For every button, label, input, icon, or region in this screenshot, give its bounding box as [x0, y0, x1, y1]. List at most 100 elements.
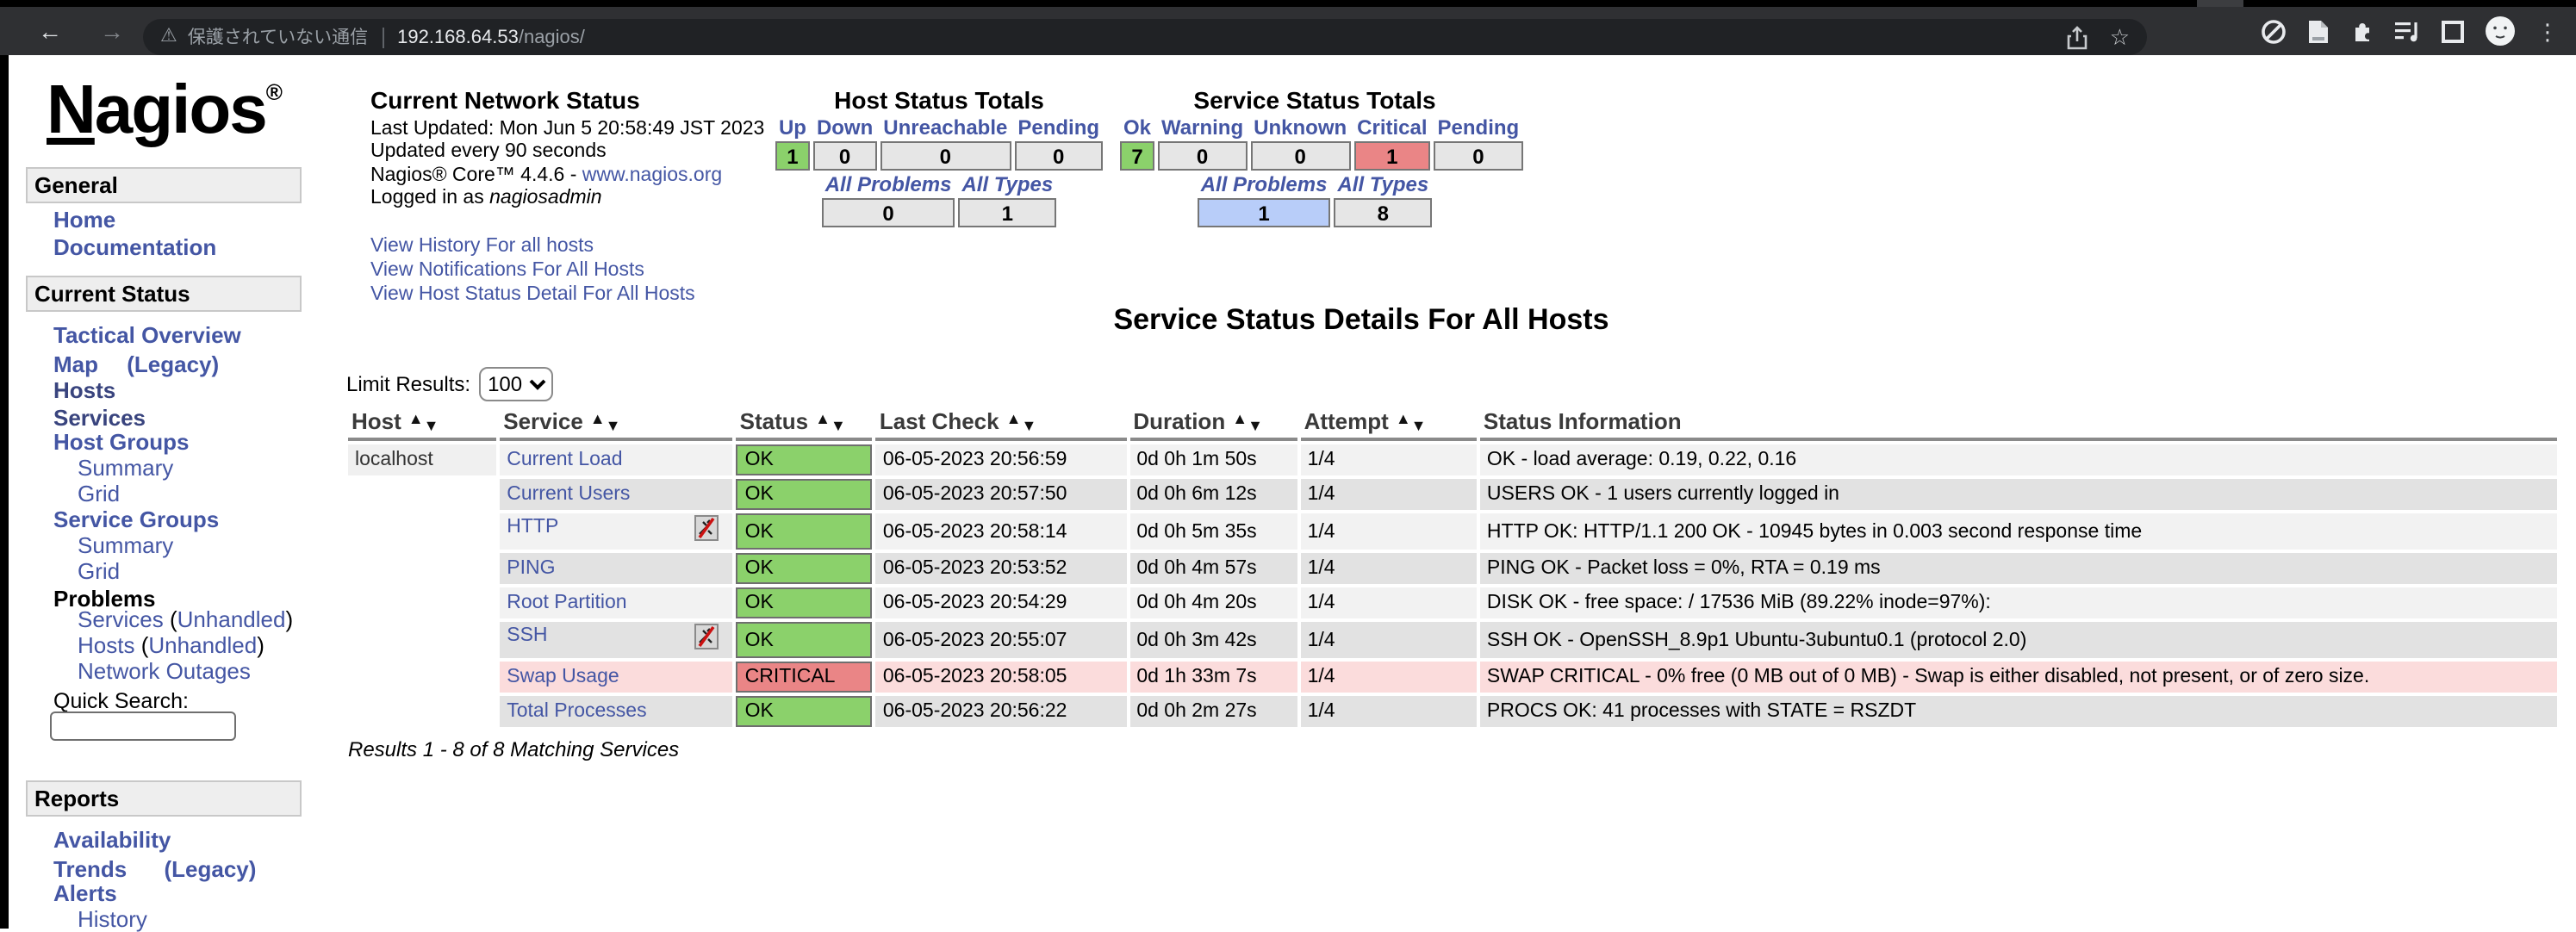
sort-asc-icon[interactable]: ▲	[589, 410, 606, 427]
notifications-disabled-icon[interactable]	[694, 515, 719, 546]
host-totals-header-all-problems[interactable]: All Problems	[824, 172, 952, 196]
service-totals-header-ok[interactable]: Ok	[1123, 115, 1152, 140]
sidebar-item-problems-services[interactable]: Services	[78, 606, 164, 632]
sidebar-item-servicegroup-summary[interactable]: Summary	[78, 532, 174, 558]
host-totals-header-pending[interactable]: Pending	[1017, 115, 1100, 140]
sidebar-item-home[interactable]: Home	[53, 207, 116, 233]
service-link[interactable]: SSH	[507, 625, 548, 646]
service-totals-header-all-types[interactable]: All Types	[1337, 172, 1429, 196]
service-link[interactable]: Total Processes	[507, 701, 647, 722]
host-totals-header-unreachable[interactable]: Unreachable	[883, 115, 1008, 140]
sidebar-square-icon[interactable]	[2442, 20, 2464, 42]
service-totals-header-pending[interactable]: Pending	[1437, 115, 1520, 140]
sort-desc-icon[interactable]: ▼	[423, 417, 439, 434]
cell-status-information: SWAP CRITICAL - 0% free (0 MB out of 0 M…	[1479, 662, 2557, 693]
service-totals-header-critical[interactable]: Critical	[1357, 115, 1428, 140]
column-header-attempt[interactable]: Attempt ▲▼	[1300, 408, 1477, 441]
nagios-logo[interactable]: Nagios®	[47, 72, 283, 148]
security-chip[interactable]: ⚠ 保護されていない通信	[160, 24, 368, 50]
section-header-reports: Reports	[26, 780, 302, 817]
service-totals-header-all-problems[interactable]: All Problems	[1200, 172, 1328, 196]
sort-desc-icon[interactable]: ▼	[605, 417, 621, 434]
view-notifications-link[interactable]: View Notifications For All Hosts	[370, 259, 644, 281]
service-totals-header-warning[interactable]: Warning	[1161, 115, 1244, 140]
back-icon[interactable]: ←	[38, 17, 62, 45]
sort-desc-icon[interactable]: ▼	[830, 417, 846, 434]
service-totals-ok-count: 7	[1120, 141, 1155, 171]
host-totals-table: Up Down Unreachable Pending 1 0 0 0	[772, 115, 1106, 172]
bookmark-star-icon[interactable]: ☆	[2109, 24, 2130, 50]
nagios-org-link[interactable]: www.nagios.org	[582, 165, 723, 186]
menu-dots-icon[interactable]: ⋮	[2536, 18, 2559, 44]
sort-asc-icon[interactable]: ▲	[815, 410, 831, 427]
column-header-service[interactable]: Service ▲▼	[500, 408, 733, 441]
cell-service: HTTP	[500, 513, 733, 550]
quick-search-input[interactable]	[50, 711, 236, 741]
share-icon[interactable]	[2067, 25, 2089, 49]
sidebar-item-problems-hosts-unhandled[interactable]: Unhandled	[148, 632, 258, 658]
content-blocked-icon[interactable]	[2261, 18, 2287, 44]
cell-service: Swap Usage	[500, 662, 733, 693]
service-link[interactable]: Swap Usage	[507, 667, 619, 687]
service-link[interactable]: PING	[507, 558, 556, 579]
host-link[interactable]: localhost	[355, 450, 433, 470]
last-updated: Last Updated: Mon Jun 5 20:58:49 JST 202…	[370, 119, 765, 140]
sort-asc-icon[interactable]: ▲	[408, 410, 424, 427]
document-icon[interactable]	[2307, 18, 2330, 44]
column-header-status[interactable]: Status ▲▼	[736, 408, 873, 441]
service-totals-header-unknown[interactable]: Unknown	[1254, 115, 1347, 140]
column-header-status-information: Status Information	[1479, 408, 2557, 441]
service-link[interactable]: Current Users	[507, 484, 631, 505]
service-link[interactable]: Current Load	[507, 450, 623, 470]
sidebar-item-alerts-history[interactable]: History	[78, 906, 147, 932]
service-status-totals: Service Status Totals Ok Warning Unknown…	[1117, 86, 1523, 229]
sidebar-item-problems-hosts[interactable]: Hosts	[78, 632, 135, 658]
limit-results-select[interactable]: 100	[479, 367, 554, 401]
sidebar-item-map-legacy[interactable]: (Legacy)	[127, 351, 220, 377]
sort-desc-icon[interactable]: ▼	[1410, 417, 1427, 434]
media-queue-icon[interactable]	[2395, 20, 2421, 42]
view-history-link[interactable]: View History For all hosts	[370, 235, 594, 257]
sidebar-item-servicegroup-grid[interactable]: Grid	[78, 558, 121, 584]
host-totals-header-up[interactable]: Up	[778, 115, 806, 140]
sidebar-item-availability[interactable]: Availability	[53, 827, 171, 853]
sidebar-item-trends[interactable]: Trends	[53, 856, 128, 882]
sort-desc-icon[interactable]: ▼	[1248, 417, 1263, 434]
sidebar-item-hostgroup-grid[interactable]: Grid	[78, 481, 121, 506]
sidebar-item-documentation[interactable]: Documentation	[53, 234, 217, 260]
sidebar-item-problems-services-unhandled[interactable]: Unhandled	[177, 606, 286, 632]
sidebar-item-services[interactable]: Services	[53, 405, 146, 431]
host-totals-summary-table: All Problems All Types 0 1	[818, 172, 1061, 229]
sort-asc-icon[interactable]: ▲	[1395, 410, 1411, 427]
sort-desc-icon[interactable]: ▼	[1021, 417, 1037, 434]
cell-last-check: 06-05-2023 20:55:07	[875, 622, 1127, 658]
sidebar-item-map[interactable]: Map	[53, 351, 98, 377]
view-host-status-link[interactable]: View Host Status Detail For All Hosts	[370, 283, 695, 305]
notifications-disabled-icon[interactable]	[694, 624, 719, 655]
service-totals-critical-count: 1	[1353, 141, 1431, 171]
service-link[interactable]: HTTP	[507, 517, 559, 537]
sidebar-item-network-outages[interactable]: Network Outages	[78, 658, 251, 684]
sort-asc-icon[interactable]: ▲	[1005, 410, 1022, 427]
extensions-puzzle-icon[interactable]	[2350, 19, 2374, 43]
cell-host	[348, 479, 497, 510]
sidebar-item-hosts[interactable]: Hosts	[53, 377, 116, 403]
logged-in-line: Logged in as nagiosadmin	[370, 188, 602, 209]
sidebar-item-host-groups[interactable]: Host Groups	[53, 429, 190, 455]
column-header-host[interactable]: Host ▲▼	[348, 408, 497, 441]
sort-asc-icon[interactable]: ▲	[1232, 410, 1248, 427]
host-totals-header-all-types[interactable]: All Types	[961, 172, 1054, 196]
sidebar-item-hostgroup-summary[interactable]: Summary	[78, 455, 174, 481]
column-header-last-check[interactable]: Last Check ▲▼	[875, 408, 1127, 441]
forward-icon[interactable]: →	[100, 17, 124, 45]
service-totals-unknown-count: 0	[1250, 141, 1351, 171]
sidebar-item-trends-legacy[interactable]: (Legacy)	[164, 856, 257, 882]
sidebar-item-tactical-overview[interactable]: Tactical Overview	[53, 322, 241, 348]
sidebar-item-alerts[interactable]: Alerts	[53, 880, 117, 906]
address-bar[interactable]: ⚠ 保護されていない通信 192.168.64.53/nagios/ ☆	[143, 19, 2147, 55]
service-link[interactable]: Root Partition	[507, 593, 627, 613]
column-header-duration[interactable]: Duration ▲▼	[1129, 408, 1297, 441]
host-totals-header-down[interactable]: Down	[816, 115, 874, 140]
sidebar-item-service-groups[interactable]: Service Groups	[53, 506, 220, 532]
profile-avatar[interactable]	[2485, 16, 2516, 47]
